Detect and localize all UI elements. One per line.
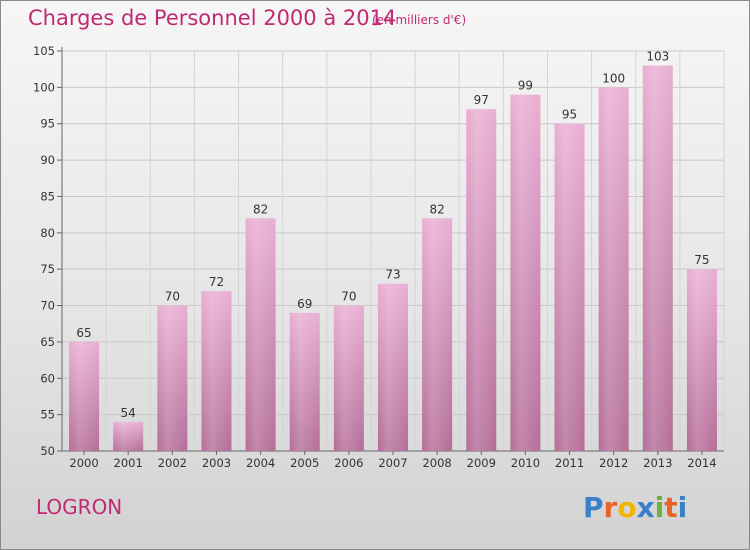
bar-highlight [289, 312, 320, 451]
bar-highlight [69, 341, 100, 451]
bar-highlight [466, 109, 497, 451]
y-tick-label: 105 [33, 44, 55, 58]
data-label: 82 [429, 202, 444, 216]
data-label: 100 [602, 71, 625, 85]
x-tick-label: 2011 [555, 456, 584, 470]
bar-highlight [245, 218, 276, 451]
data-label: 97 [474, 93, 489, 107]
bar-highlight [201, 291, 232, 451]
logo-letter: r [603, 491, 618, 524]
data-label: 65 [76, 326, 91, 340]
x-tick-label: 2013 [643, 456, 672, 470]
chart-subtitle: (en milliers d'€) [372, 13, 467, 27]
data-label: 82 [253, 202, 268, 216]
data-label: 103 [646, 50, 669, 64]
bar-highlight [113, 421, 144, 451]
data-label: 95 [562, 108, 577, 122]
y-tick-label: 100 [33, 80, 55, 94]
x-tick-label: 2003 [202, 456, 231, 470]
data-label: 69 [297, 297, 312, 311]
logo-letter: t [664, 491, 678, 524]
data-label: 70 [341, 290, 356, 304]
y-tick-label: 50 [40, 444, 55, 458]
logo-letter: P [583, 491, 604, 524]
proxiti-logo: Proxiti [583, 491, 687, 524]
y-tick-label: 65 [40, 335, 55, 349]
data-label: 54 [121, 406, 136, 420]
bar-highlight [378, 283, 408, 451]
axes: 50 55 60 65 70 75 80 85 90 95 100 105 2000 2001 2002 20… [33, 44, 724, 470]
x-tick-label: 2001 [114, 456, 143, 470]
x-tick-label: 2005 [290, 456, 319, 470]
x-tick-label: 2008 [422, 456, 451, 470]
y-tick-label: 90 [40, 153, 55, 167]
bar-highlight [157, 305, 188, 451]
y-tick-label: 60 [40, 371, 55, 385]
data-label: 70 [165, 290, 180, 304]
data-labels: 65 54 70 72 82 69 70 73 82 97 99 95 100 103 75 [76, 50, 709, 420]
bar-highlight [642, 65, 673, 451]
commune-name: LOGRON [36, 495, 123, 519]
x-tick-label: 2007 [378, 456, 407, 470]
data-label: 75 [694, 253, 709, 267]
y-tick-label: 75 [40, 262, 55, 276]
logo-letter: i [677, 491, 688, 524]
x-tick-label: 2002 [158, 456, 187, 470]
y-tick-label: 80 [40, 226, 55, 240]
x-tick-label: 2014 [687, 456, 716, 470]
logo-letter: i [654, 491, 665, 524]
logo-letter: o [617, 491, 637, 524]
x-tick-label: 2006 [334, 456, 363, 470]
bar-highlight [686, 269, 717, 451]
bar-highlight [422, 218, 453, 451]
x-tick-label: 2012 [599, 456, 628, 470]
bar-highlight [333, 305, 364, 451]
data-label: 99 [518, 79, 533, 93]
chart-title: Charges de Personnel 2000 à 2014 [28, 6, 397, 30]
data-label: 72 [209, 275, 224, 289]
logo-letter: x [636, 491, 655, 524]
bar-highlight [510, 94, 541, 452]
data-label: 73 [385, 268, 400, 282]
x-tick-label: 2000 [69, 456, 98, 470]
x-tick-label: 2009 [467, 456, 496, 470]
y-tick-label: 70 [40, 299, 55, 313]
x-tick-label: 2004 [246, 456, 275, 470]
bars [69, 65, 717, 452]
y-tick-label: 55 [40, 408, 55, 422]
bar-highlight [554, 123, 585, 452]
y-tick-label: 85 [40, 189, 55, 203]
x-tick-label: 2010 [511, 456, 540, 470]
bar-highlight [598, 87, 629, 451]
y-tick-label: 95 [40, 117, 55, 131]
